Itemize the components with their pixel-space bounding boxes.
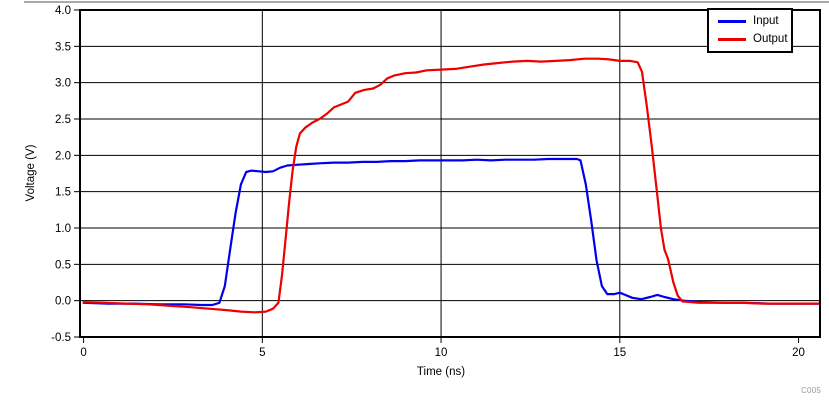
x-tick-label: 20 bbox=[792, 347, 805, 359]
legend-item-output: Output bbox=[718, 32, 791, 46]
y-tick-label: 1.5 bbox=[55, 187, 71, 199]
y-tick-label: 0.0 bbox=[55, 296, 71, 308]
input-line-swatch bbox=[718, 20, 746, 24]
trace-input bbox=[82, 157, 822, 307]
x-tick-label: 15 bbox=[613, 347, 626, 359]
y-tick-label: 2.0 bbox=[55, 150, 71, 162]
figure-note: C005 bbox=[801, 386, 821, 395]
x-tick-label: 5 bbox=[259, 347, 265, 359]
y-tick-label: 4.0 bbox=[55, 5, 71, 17]
plot-border bbox=[79, 9, 821, 338]
y-tick-label: -0.5 bbox=[51, 332, 71, 344]
y-tick-label: 2.5 bbox=[55, 114, 71, 126]
trace-output bbox=[82, 57, 822, 314]
legend-item-input: Input bbox=[718, 15, 791, 28]
y-tick-label: 0.5 bbox=[55, 259, 71, 271]
legend-label-input: Input bbox=[753, 15, 779, 27]
x-tick-label: 10 bbox=[435, 347, 448, 359]
y-tick-label: 3.5 bbox=[55, 41, 71, 53]
x-axis-title: Time (ns) bbox=[416, 366, 466, 378]
y-axis-title: Voltage (V) bbox=[25, 144, 37, 202]
legend-label-output: Output bbox=[753, 32, 788, 45]
x-tick-label: 0 bbox=[80, 347, 86, 359]
output-line-swatch bbox=[718, 37, 746, 41]
y-tick-label: 3.0 bbox=[55, 78, 71, 90]
legend: Input Output bbox=[707, 8, 793, 53]
y-tick-label: 1.0 bbox=[55, 223, 71, 235]
